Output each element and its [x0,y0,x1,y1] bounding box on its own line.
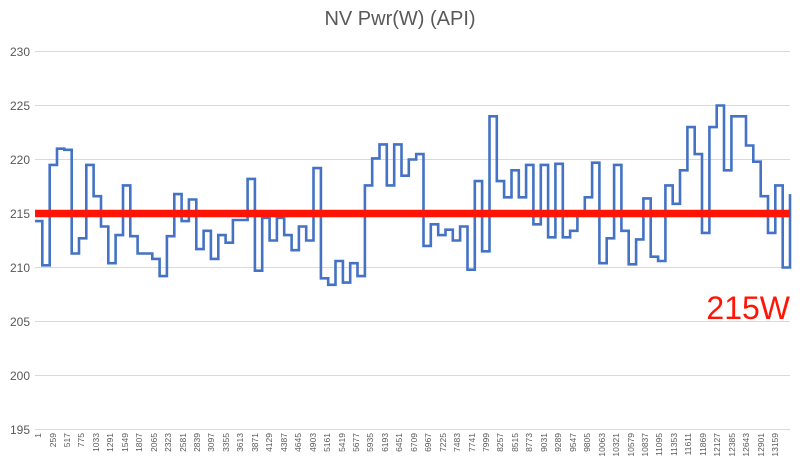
x-tick-label: 3097 [206,433,217,452]
x-tick-label: 8257 [495,433,506,452]
y-tick-label: 225 [9,98,30,113]
x-tick-label: 1033 [90,433,101,452]
x-tick-label: 12643 [741,433,752,457]
x-tick-label: 6967 [423,433,434,452]
x-tick-label: 1807 [134,433,145,452]
x-tick-label: 11611 [683,433,694,456]
x-tick-label: 6709 [408,433,419,452]
x-tick-label: 3613 [235,433,246,452]
x-tick-label: 10321 [611,433,621,457]
y-tick-label: 215 [9,206,30,221]
x-tick-label: 5935 [365,433,376,452]
x-tick-label: 1291 [105,433,116,452]
x-tick-label: 10063 [596,433,607,457]
x-tick-label: 12385 [726,433,737,457]
x-tick-label: 11095 [654,433,665,457]
x-tick-label: 5419 [336,433,347,452]
x-tick-label: 4903 [307,433,318,452]
x-tick-label: 12127 [712,433,723,457]
y-tick-label: 210 [9,260,30,275]
x-tick-label: 4645 [293,433,304,452]
x-tick-label: 7741 [466,433,477,452]
x-tick-label: 4129 [264,433,275,452]
y-tick-label: 220 [9,152,30,167]
x-tick-label: 3871 [249,433,260,452]
y-tick-label: 195 [9,422,30,437]
x-tick-label: 9031 [538,433,549,452]
x-tick-label: 10837 [639,433,650,457]
x-tick-label: 775 [76,433,87,448]
x-tick-label: 9289 [553,433,564,452]
x-tick-label: 7999 [481,433,491,452]
y-tick-label: 230 [9,44,30,59]
x-tick-label: 1549 [119,433,130,452]
x-tick-label: 517 [61,433,72,448]
x-tick-label: 9805 [582,433,593,452]
x-tick-label: 13159 [770,433,780,457]
y-tick-label: 205 [9,314,30,329]
x-tick-label: 2839 [192,433,202,452]
x-tick-label: 6451 [394,433,405,452]
x-tick-label: 8515 [509,433,520,452]
y-tick-label: 200 [9,368,30,383]
x-tick-label: 4387 [278,433,289,452]
chart-title: NV Pwr(W) (API) [324,8,476,30]
x-tick-label: 6193 [379,433,390,452]
x-tick-label: 7225 [437,433,448,452]
x-tick-label: 7483 [452,433,463,452]
x-tick-label: 2581 [177,433,188,452]
x-tick-label: 259 [47,433,58,448]
x-tick-label: 1 [33,433,43,438]
x-tick-label: 11869 [697,433,708,457]
x-tick-label: 12901 [755,433,766,457]
reference-annotation: 215W [706,290,790,326]
x-tick-label: 2065 [148,433,159,452]
series-line[interactable] [35,104,792,287]
x-tick-label: 2323 [163,433,174,452]
x-tick-label: 5677 [350,433,361,452]
x-tick-label: 11353 [668,433,679,457]
x-tick-label: 10579 [625,433,636,457]
x-tick-label: 5161 [322,433,332,452]
x-tick-label: 8773 [524,433,535,452]
x-tick-label: 3355 [220,433,231,452]
x-tick-label: 9547 [567,433,578,452]
